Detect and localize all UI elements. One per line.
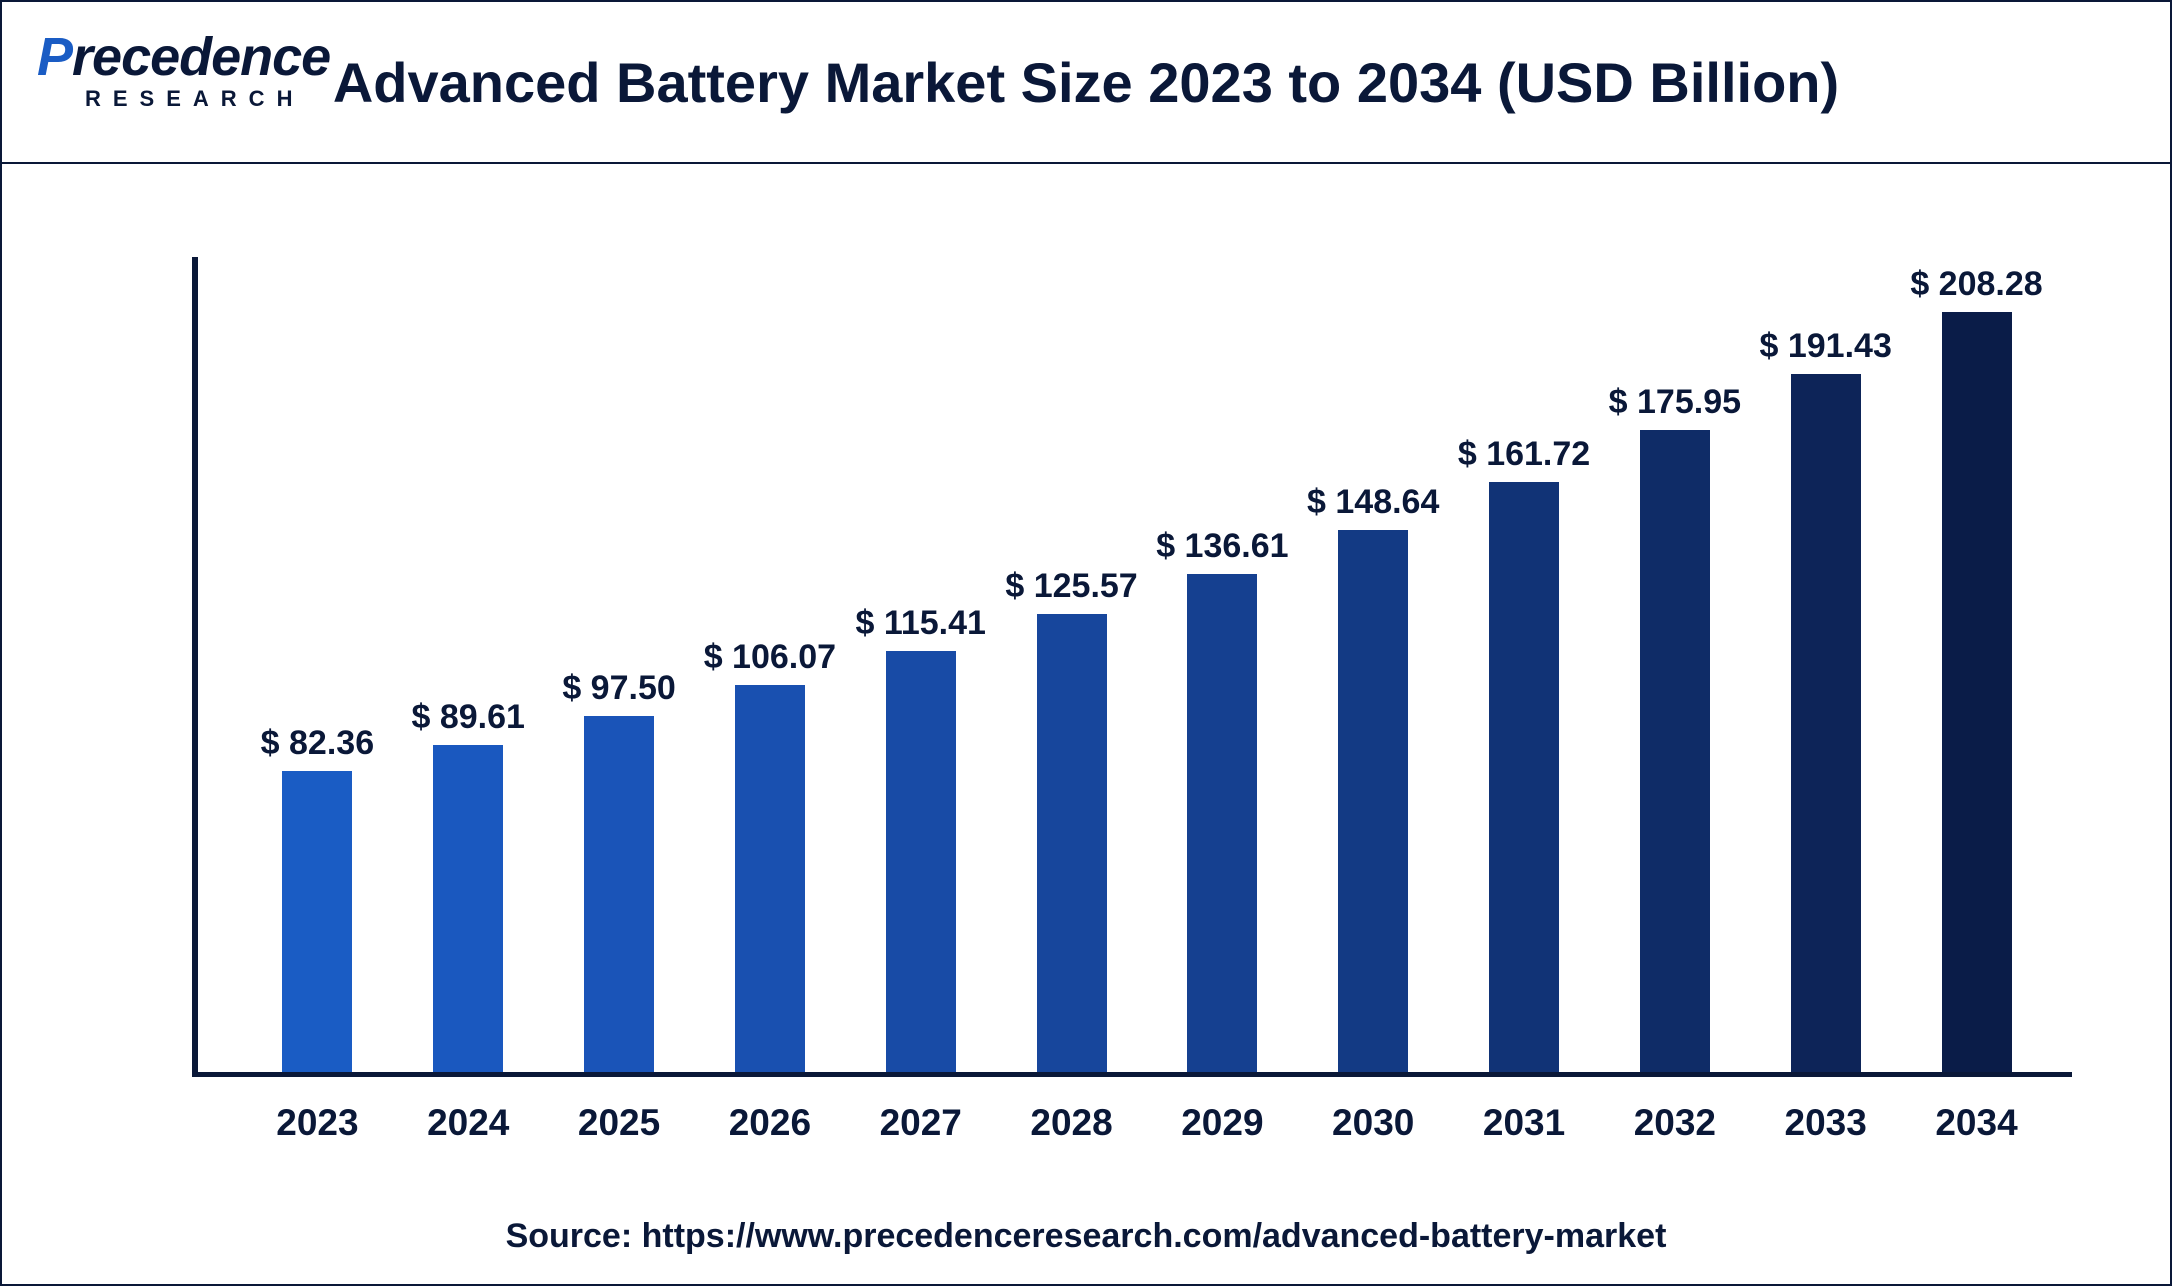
- logo-letter-r: r: [72, 27, 92, 87]
- x-axis-label: 2032: [1599, 1102, 1750, 1144]
- x-axis-label: 2026: [694, 1102, 845, 1144]
- plot-area: $ 82.36$ 89.61$ 97.50$ 106.07$ 115.41$ 1…: [192, 257, 2072, 1077]
- logo: Precedence RESEARCH: [37, 30, 367, 112]
- x-axis-label: 2023: [242, 1102, 393, 1144]
- x-axis-label: 2027: [845, 1102, 996, 1144]
- chart-container: Precedence RESEARCH Advanced Battery Mar…: [0, 0, 2172, 1286]
- bar-slot: $ 97.50: [544, 716, 695, 1072]
- bar: [1037, 614, 1107, 1072]
- bar: [1942, 312, 2012, 1072]
- bar-value-label: $ 125.57: [1005, 567, 1137, 606]
- x-axis-label: 2033: [1750, 1102, 1901, 1144]
- bar: [282, 771, 352, 1072]
- bar-value-label: $ 89.61: [412, 698, 525, 737]
- bar-value-label: $ 148.64: [1307, 483, 1439, 522]
- logo-letter-p: P: [37, 27, 72, 87]
- bar-slot: $ 161.72: [1449, 482, 1600, 1072]
- x-axis-label: 2034: [1901, 1102, 2052, 1144]
- x-axis-label: 2024: [393, 1102, 544, 1144]
- x-axis-labels: 2023202420252026202720282029203020312032…: [192, 1102, 2072, 1144]
- bar-slot: $ 106.07: [694, 685, 845, 1072]
- bar-slot: $ 115.41: [845, 651, 996, 1072]
- bar-value-label: $ 191.43: [1760, 327, 1892, 366]
- bar: [1489, 482, 1559, 1072]
- bar-value-label: $ 208.28: [1910, 265, 2042, 304]
- bar-slot: $ 208.28: [1901, 312, 2052, 1072]
- x-axis-label: 2025: [544, 1102, 695, 1144]
- bar: [1338, 530, 1408, 1072]
- bar: [1187, 574, 1257, 1072]
- x-axis-label: 2029: [1147, 1102, 1298, 1144]
- bar: [584, 716, 654, 1072]
- bar-value-label: $ 161.72: [1458, 435, 1590, 474]
- bar: [1791, 374, 1861, 1073]
- logo-rest: ecedence: [92, 27, 330, 87]
- bar-slot: $ 191.43: [1750, 374, 1901, 1073]
- bar: [735, 685, 805, 1072]
- bar: [886, 651, 956, 1072]
- x-axis-line: [192, 1072, 2072, 1077]
- bar-slot: $ 82.36: [242, 771, 393, 1072]
- x-axis-label: 2030: [1298, 1102, 1449, 1144]
- bar-value-label: $ 115.41: [855, 604, 985, 643]
- logo-wordmark: Precedence: [37, 30, 367, 84]
- bars-group: $ 82.36$ 89.61$ 97.50$ 106.07$ 115.41$ 1…: [192, 257, 2072, 1072]
- bar-slot: $ 89.61: [393, 745, 544, 1072]
- bar-slot: $ 136.61: [1147, 574, 1298, 1072]
- header-row: Precedence RESEARCH Advanced Battery Mar…: [2, 2, 2170, 164]
- bar-value-label: $ 106.07: [704, 638, 836, 677]
- x-axis-label: 2028: [996, 1102, 1147, 1144]
- bar-slot: $ 175.95: [1599, 430, 1750, 1072]
- bar: [1640, 430, 1710, 1072]
- bar: [433, 745, 503, 1072]
- logo-subtext: RESEARCH: [85, 86, 367, 112]
- bar-value-label: $ 175.95: [1609, 383, 1741, 422]
- bar-value-label: $ 97.50: [562, 669, 675, 708]
- bar-value-label: $ 136.61: [1156, 527, 1288, 566]
- bar-slot: $ 125.57: [996, 614, 1147, 1072]
- x-axis-label: 2031: [1449, 1102, 1600, 1144]
- bar-value-label: $ 82.36: [261, 724, 374, 763]
- source-text: Source: https://www.precedenceresearch.c…: [2, 1217, 2170, 1256]
- bar-slot: $ 148.64: [1298, 530, 1449, 1072]
